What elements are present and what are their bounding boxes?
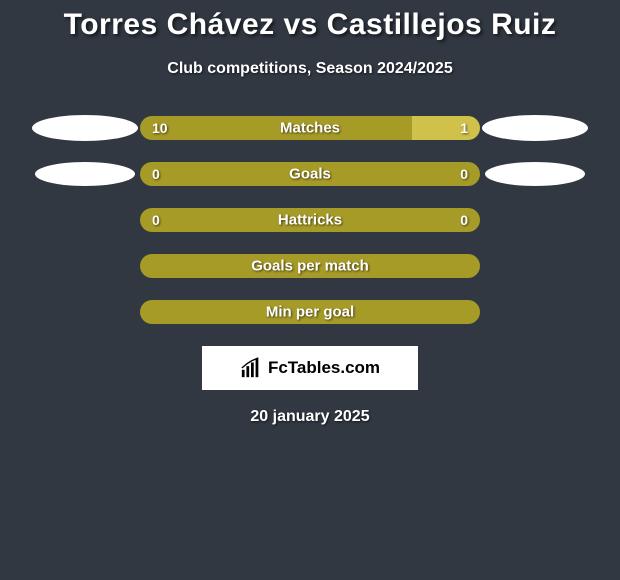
left-logo-slot [30,115,140,141]
stat-row: Goals 0 0 [0,162,620,186]
date-label: 20 january 2025 [0,408,620,426]
right-logo-slot [480,115,590,141]
stat-label: Hattricks [278,212,342,229]
stat-value-left: 0 [152,212,160,228]
stat-bar: Min per goal [140,300,480,324]
comparison-rows: Matches 10 1 Goals 0 0 Hattricks 0 0 Goals per ma… [0,116,620,324]
stat-label: Goals [289,166,331,183]
page-title: Torres Chávez vs Castillejos Ruiz [0,8,620,42]
stat-bar: Hattricks 0 0 [140,208,480,232]
stat-bar-right [412,116,480,140]
subtitle: Club competitions, Season 2024/2025 [0,60,620,78]
player-logo-right [482,115,588,141]
stat-label: Min per goal [266,304,354,321]
stat-bar: Goals per match [140,254,480,278]
stat-label: Goals per match [251,258,369,275]
stat-bar: Goals 0 0 [140,162,480,186]
stat-row: Hattricks 0 0 [0,208,620,232]
stat-row: Min per goal [0,300,620,324]
stat-row: Matches 10 1 [0,116,620,140]
comparison-container: Torres Chávez vs Castillejos Ruiz Club c… [0,0,620,426]
stat-bar-left [140,116,412,140]
player-logo-left [35,162,135,186]
chart-icon [240,357,262,379]
branding-text: FcTables.com [268,358,380,378]
stat-label: Matches [280,120,340,137]
player-logo-left [32,115,138,141]
stat-bar: Matches 10 1 [140,116,480,140]
stat-value-right: 1 [460,120,468,136]
left-logo-slot [30,162,140,186]
player-logo-right [485,162,585,186]
branding-badge: FcTables.com [202,346,418,390]
stat-value-right: 0 [460,166,468,182]
stat-value-left: 0 [152,166,160,182]
right-logo-slot [480,162,590,186]
stat-value-right: 0 [460,212,468,228]
stat-row: Goals per match [0,254,620,278]
stat-value-left: 10 [152,120,168,136]
